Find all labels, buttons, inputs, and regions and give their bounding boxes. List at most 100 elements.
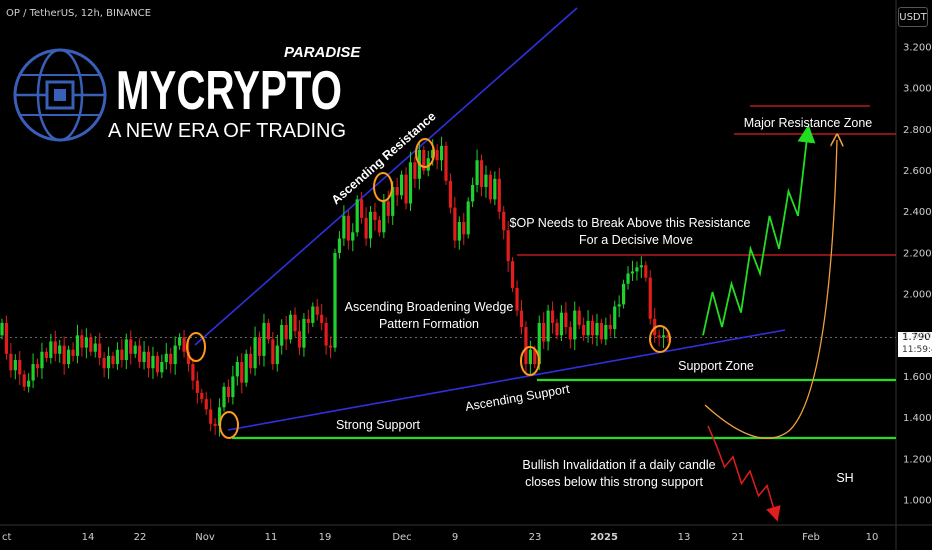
candle-body [502,211,506,231]
price-tick-label: 1.800 [903,331,932,342]
candle-body [622,283,626,305]
candle-body [62,345,66,365]
globe-chip-icon [13,48,107,142]
ascending-resistance-line [194,7,578,346]
candle-body [0,322,4,336]
time-axis: ct 14 22 Nov 11 19 Dec 9 23 2025 13 21 Feb 10 [2,532,878,543]
bearish-projection-path [707,425,781,522]
candle-body [217,407,222,426]
candle-body [537,322,541,365]
candle-body [235,362,239,377]
label-strong-support: Strong Support [336,418,421,432]
time-tick-label: 2025 [590,532,618,543]
candle-body [519,310,524,328]
candle-body [169,353,173,365]
candle-body [106,355,111,369]
candle-body [138,345,142,363]
label-ascending-support: Ascending Support [464,382,571,414]
time-tick-label: 21 [732,532,745,543]
candle-body [613,306,617,330]
candle-body [400,174,404,196]
candle-body [67,349,71,365]
candle-body [431,149,435,159]
candle-body [244,353,248,383]
candle-body [360,199,364,218]
candle-body [262,322,266,356]
candle-body [164,353,168,363]
candle-body [293,314,297,332]
price-tick-label: 2.200 [903,248,932,259]
candle-body [146,351,151,369]
candle-body [386,201,390,216]
candle-body [426,158,430,171]
candle-body [373,211,377,220]
candle-body [40,351,44,369]
label-invalidation-1: Bullish Invalidation if a daily candle [522,458,715,472]
candle-body [648,277,652,319]
time-tick-label: Nov [195,532,215,543]
candle-body [111,355,115,365]
candle-body [573,310,577,340]
candle-body [444,145,448,181]
candle-body [333,252,337,348]
candle-body [590,320,595,336]
candle-body [124,339,128,360]
time-tick-label: 9 [452,532,458,543]
candle-body [626,273,630,284]
candle-body [213,423,217,426]
price-tick-label: 2.000 [903,290,932,301]
time-tick-label: 22 [134,532,147,543]
candle-body [511,261,515,288]
candle-body [493,178,497,200]
time-tick-label: ct [2,532,11,543]
candle-body [395,187,399,196]
candle-body [44,351,48,358]
price-axis: 1.000 1.200 1.400 1.600 1.800 2.000 2.200 2.400… [903,43,932,507]
candle-body [644,265,648,278]
candle-body [462,222,466,235]
candle-body [368,211,373,239]
candle-body [555,322,559,336]
marker-circle [373,172,393,202]
currency-button[interactable]: USDT [898,7,928,27]
marker-circle [219,411,239,439]
candle-body [226,386,231,398]
candle-body [257,337,262,356]
time-tick-label: 10 [866,532,879,543]
candle-body [635,267,639,272]
candles [0,136,670,437]
candle-body [559,312,564,336]
candle-body [53,341,57,354]
candle-body [253,337,257,369]
marker-circle [520,346,540,376]
time-tick-label: 11 [265,532,278,543]
candle-body [204,399,208,410]
candle-body [35,364,40,369]
candle-body [413,162,417,179]
candle-body [120,349,124,360]
candle-countdown: 11:59:47 [902,345,932,355]
candle-body [222,386,226,408]
time-tick-label: 19 [319,532,332,543]
candle-body [408,162,413,204]
candle-body [404,174,408,204]
candle-body [582,324,586,336]
candle-body [133,345,137,354]
candle-body [315,306,319,315]
candle-body [142,351,146,363]
candle-body [377,219,381,233]
candle-body [98,343,102,358]
candle-body [630,271,635,274]
candle-body [22,374,26,387]
candle-body [320,314,324,323]
candle-body [328,345,333,348]
candle-body [546,310,550,342]
candle-body [75,335,80,356]
candle-body [27,380,31,387]
candle-body [595,322,599,336]
candle-body [364,217,368,239]
candle-body [342,215,346,239]
candle-body [9,353,13,371]
candle-body [289,314,293,340]
candle-body [391,187,395,216]
